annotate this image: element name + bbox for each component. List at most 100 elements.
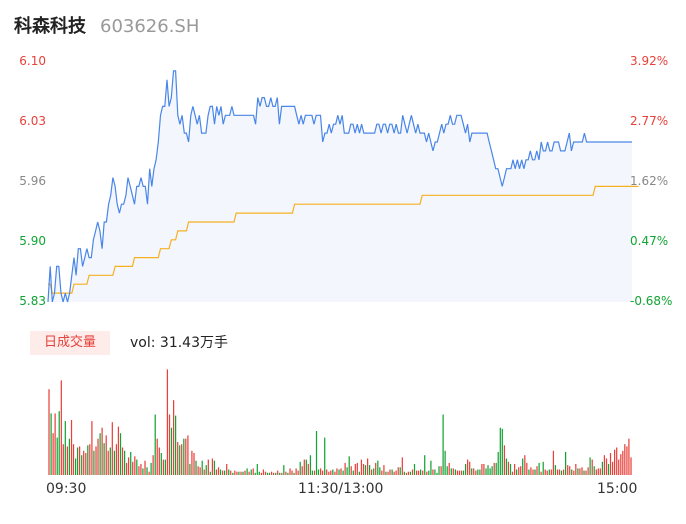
volume-bar bbox=[536, 466, 538, 475]
volume-bar bbox=[558, 469, 561, 475]
price-label-lower: 5.90 bbox=[19, 234, 46, 248]
volume-bar bbox=[117, 426, 120, 475]
volume-bar bbox=[275, 472, 277, 475]
volume-bar bbox=[307, 464, 309, 475]
volume-bar bbox=[250, 469, 252, 475]
volume-bar bbox=[79, 446, 81, 475]
volume-bar bbox=[150, 462, 152, 475]
volume-bar bbox=[311, 470, 314, 475]
volume-bar bbox=[140, 464, 142, 475]
volume-bar bbox=[560, 470, 563, 475]
volume-bar bbox=[142, 468, 144, 475]
volume-bar bbox=[144, 460, 146, 475]
volume-bar bbox=[336, 468, 338, 475]
volume-badge: 日成交量 bbox=[30, 331, 110, 355]
volume-bar bbox=[481, 464, 483, 475]
price-area-fill bbox=[48, 70, 632, 303]
volume-bar bbox=[234, 470, 236, 475]
volume-bar bbox=[322, 470, 324, 475]
volume-bar bbox=[313, 470, 316, 475]
volume-bar bbox=[554, 465, 557, 475]
volume-bar bbox=[317, 469, 320, 475]
volume-bar bbox=[371, 469, 373, 475]
volume-bar bbox=[113, 450, 116, 475]
volume-bar bbox=[375, 462, 377, 475]
volume-bar bbox=[99, 433, 101, 475]
volume-bar bbox=[128, 457, 130, 475]
volume-bar bbox=[530, 467, 532, 475]
volume-bar bbox=[567, 465, 569, 475]
volume-bar bbox=[491, 466, 493, 475]
volume-bar bbox=[240, 471, 242, 475]
price-label-mid: 5.96 bbox=[19, 174, 46, 188]
volume-bar bbox=[279, 472, 281, 475]
volume-bar bbox=[450, 468, 452, 475]
volume-bar bbox=[471, 468, 473, 475]
volume-bar bbox=[66, 446, 69, 475]
pct-label-mid: 1.62% bbox=[630, 174, 669, 188]
volume-bar bbox=[105, 435, 107, 475]
volume-bar bbox=[416, 470, 418, 475]
volume-bar bbox=[264, 471, 267, 475]
volume-bar bbox=[350, 466, 352, 475]
volume-bar bbox=[326, 469, 328, 475]
volume-bar bbox=[495, 462, 497, 475]
volume-bar bbox=[238, 471, 240, 475]
volume-bar bbox=[413, 464, 416, 475]
price-label-bottom: 5.83 bbox=[19, 294, 46, 308]
volume-bar bbox=[124, 450, 126, 475]
volume-bar bbox=[203, 469, 205, 475]
time-label-open: 09:30 bbox=[46, 481, 87, 497]
volume-bar bbox=[528, 469, 530, 475]
volume-bar bbox=[438, 466, 440, 475]
volume-bar bbox=[244, 470, 246, 475]
volume-bar bbox=[364, 465, 367, 475]
stock-code: 603626.SH bbox=[100, 16, 200, 37]
volume-bar bbox=[514, 464, 516, 475]
volume-bar bbox=[346, 467, 348, 475]
volume-bar bbox=[467, 459, 469, 475]
volume-bar bbox=[399, 467, 401, 475]
volume-bar bbox=[170, 427, 173, 475]
volume-bar bbox=[424, 455, 426, 475]
volume-bar bbox=[393, 471, 395, 475]
volume-bar bbox=[499, 427, 501, 475]
volume-bar bbox=[503, 445, 506, 475]
volume-bar bbox=[48, 389, 50, 475]
volume-bar bbox=[565, 451, 567, 475]
volume-bar bbox=[524, 455, 526, 475]
volume-bar bbox=[121, 447, 124, 475]
volume-bar bbox=[550, 469, 552, 475]
volume-bar bbox=[505, 458, 508, 475]
volume-bar bbox=[115, 444, 118, 475]
volume-bar bbox=[603, 455, 606, 475]
volume-bar bbox=[162, 459, 165, 475]
volume-bar bbox=[609, 453, 612, 475]
volume-bar bbox=[497, 451, 499, 475]
volume-bar bbox=[569, 466, 571, 475]
volume-bar bbox=[418, 470, 420, 475]
volume-bar bbox=[281, 472, 283, 475]
volume-bar bbox=[381, 470, 383, 475]
volume-bar bbox=[391, 469, 393, 475]
volume-bar bbox=[297, 470, 299, 475]
volume-bar bbox=[226, 464, 228, 475]
volume-bar bbox=[93, 450, 95, 475]
pct-label-lower: 0.47% bbox=[630, 234, 669, 248]
volume-bar bbox=[89, 444, 91, 475]
volume-bar bbox=[56, 437, 58, 475]
volume-bar bbox=[454, 469, 457, 475]
volume-bar bbox=[456, 470, 459, 475]
volume-bar bbox=[552, 450, 555, 475]
volume-bar bbox=[213, 460, 216, 475]
volume-bar bbox=[254, 472, 256, 475]
volume-bar bbox=[493, 462, 495, 475]
volume-bar bbox=[332, 469, 334, 475]
volume-bar bbox=[354, 464, 356, 475]
volume-bar bbox=[379, 467, 381, 475]
volume-bar bbox=[538, 462, 540, 475]
volume-bar bbox=[236, 471, 238, 475]
volume-bar bbox=[309, 455, 312, 475]
volume-bar bbox=[95, 446, 97, 475]
volume-bar bbox=[477, 469, 479, 475]
